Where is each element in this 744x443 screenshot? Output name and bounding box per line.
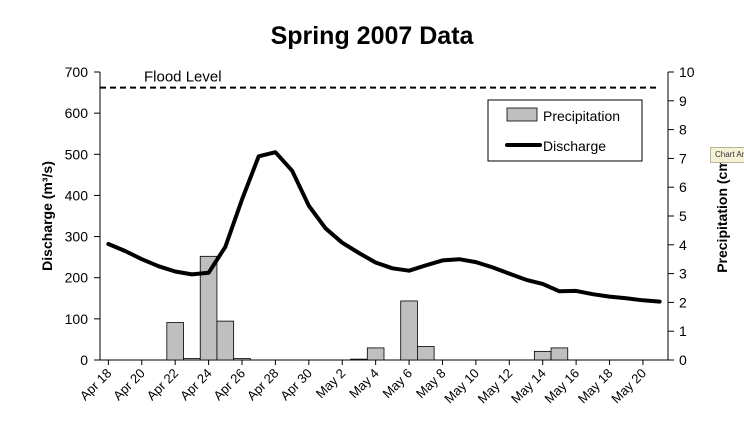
- right-tick-label: 5: [679, 208, 687, 224]
- x-tick-label: Apr 22: [144, 366, 182, 404]
- right-tick-label: 0: [679, 352, 687, 368]
- discharge-line: [106, 150, 662, 304]
- x-tick-label: Apr 18: [77, 366, 115, 404]
- discharge-series: [106, 150, 662, 304]
- left-axis: 0 100 200 300 400 500 600 700: [65, 64, 101, 368]
- right-tick-label: 6: [679, 179, 687, 195]
- left-tick-label: 400: [65, 187, 89, 203]
- x-tick-label: May 12: [475, 366, 516, 407]
- x-tick-label: May 20: [608, 366, 649, 407]
- flood-level-label: Flood Level: [144, 69, 222, 86]
- left-tick-label: 100: [65, 311, 89, 327]
- x-tick-label: Apr 28: [244, 366, 282, 404]
- right-axis: 0 1 2 3 4 5 6 7 8 9 10: [667, 64, 695, 368]
- right-tick-label: 10: [679, 64, 695, 80]
- legend-label-precipitation: Precipitation: [543, 108, 620, 124]
- right-tick-label: 1: [679, 323, 687, 339]
- right-tick-label: 2: [679, 294, 687, 310]
- precipitation-bar: [400, 300, 418, 361]
- precipitation-bar: [183, 358, 201, 361]
- left-tick-label: 0: [80, 352, 88, 368]
- x-tick-label: May 14: [508, 366, 549, 407]
- precipitation-bar: [350, 358, 368, 361]
- legend-swatch-precipitation: [506, 107, 538, 122]
- x-tick-label: Apr 30: [277, 366, 315, 404]
- precipitation-bar: [216, 320, 235, 361]
- legend-box: [487, 99, 643, 162]
- x-tick-label: Apr 24: [177, 366, 215, 404]
- left-tick-label: 300: [65, 229, 89, 245]
- x-tick-label: Apr 20: [110, 366, 148, 404]
- precipitation-bar: [550, 347, 569, 361]
- right-tick-label: 7: [679, 150, 687, 166]
- legend-label-discharge: Discharge: [543, 138, 606, 154]
- right-axis-title: Precipitation (cm: [714, 159, 730, 273]
- precipitation-bar: [166, 322, 184, 361]
- x-tick-label: May 10: [441, 366, 482, 407]
- precipitation-bar: [199, 255, 218, 361]
- x-tick-label: May 2: [313, 366, 349, 402]
- x-tick-label: May 4: [346, 366, 382, 402]
- right-tick-label: 4: [679, 237, 687, 253]
- precipitation-bar: [533, 350, 552, 361]
- precipitation-bar: [233, 358, 251, 361]
- precipitation-bars: [166, 255, 569, 361]
- left-tick-label: 200: [65, 270, 89, 286]
- axis-titles: Discharge (m³/s) Precipitation (cm: [39, 159, 730, 273]
- x-tick-label: May 18: [575, 366, 616, 407]
- right-tick-label: 3: [679, 266, 687, 282]
- precipitation-bar: [366, 347, 385, 361]
- chart-title: Spring 2007 Data: [270, 22, 474, 50]
- left-tick-label: 500: [65, 146, 89, 162]
- flood-level: Flood Level: [100, 69, 658, 89]
- left-tick-label: 700: [65, 64, 89, 80]
- left-tick-label: 600: [65, 105, 89, 121]
- x-tick-label: May 16: [541, 366, 582, 407]
- right-tick-label: 8: [679, 122, 687, 138]
- chart-area-tooltip: Chart Ar: [710, 147, 744, 163]
- precipitation-bar: [417, 346, 435, 361]
- left-axis-title: Discharge (m³/s): [39, 161, 55, 271]
- right-tick-label: 9: [679, 93, 687, 109]
- legend: Precipitation Discharge: [487, 99, 643, 162]
- x-tick-label: May 6: [380, 366, 416, 402]
- x-tick-label: Apr 26: [210, 366, 248, 404]
